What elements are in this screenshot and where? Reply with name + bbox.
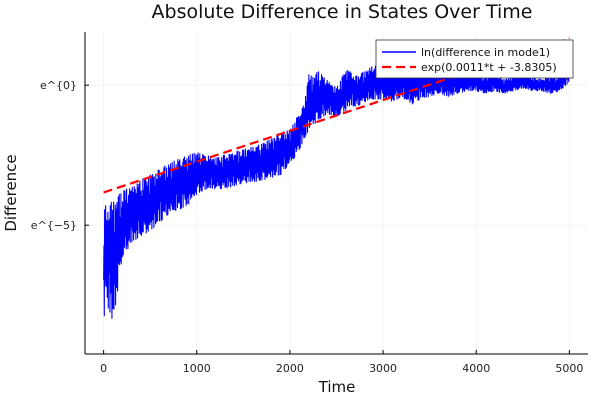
legend-box bbox=[375, 39, 574, 79]
series-line-0 bbox=[103, 54, 570, 319]
x-tick-label-2: 2000 bbox=[276, 362, 304, 375]
x-tick-label-4: 4000 bbox=[462, 362, 490, 375]
y-tick-label-1: e^{−5} bbox=[31, 219, 77, 232]
legend: ln(difference in mode1) exp(0.0011*t + -3… bbox=[375, 39, 574, 79]
x-axis-title: Time bbox=[318, 378, 356, 396]
x-tick-label-0: 0 bbox=[100, 362, 107, 375]
x-tick-label-1: 1000 bbox=[183, 362, 211, 375]
axes: 0 1000 2000 3000 4000 5000 e^{0} e^{−5} bbox=[31, 32, 588, 375]
legend-label-0: ln(difference in mode1) bbox=[421, 46, 550, 59]
x-tick-label-3: 3000 bbox=[369, 362, 397, 375]
legend-label-1: exp(0.0011*t + -3.8305) bbox=[421, 61, 557, 74]
chart-title: Absolute Difference in States Over Time bbox=[152, 1, 533, 23]
y-tick-label-0: e^{0} bbox=[40, 79, 77, 92]
y-axis-title: Difference bbox=[2, 154, 20, 231]
x-tick-label-5: 5000 bbox=[555, 362, 583, 375]
